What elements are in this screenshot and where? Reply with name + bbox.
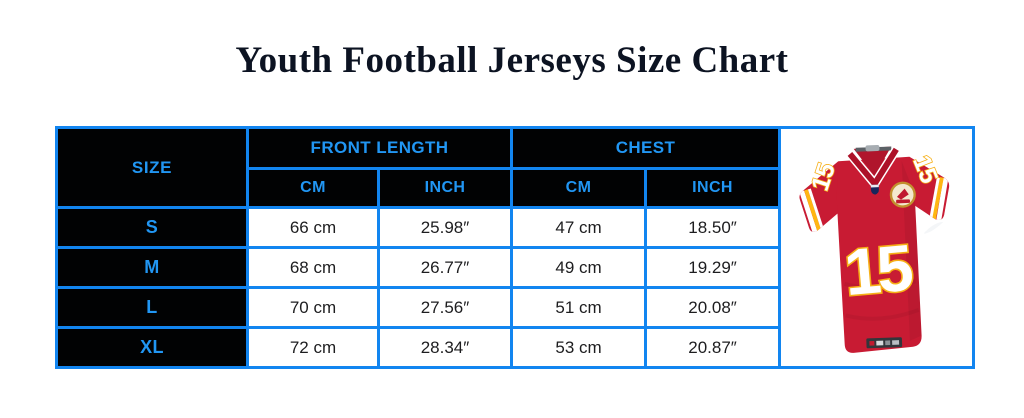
- chest-header: CHEST: [510, 126, 782, 170]
- size-label-m: M: [55, 246, 249, 289]
- collar-band: [847, 147, 899, 189]
- right-sleeve-stripes: [928, 176, 948, 221]
- m-chest-cm: 49 cm: [510, 246, 648, 289]
- hanger-loop: [865, 144, 879, 151]
- front-length-cm-header: CM: [246, 167, 380, 209]
- l-front-cm: 70 cm: [246, 286, 380, 329]
- xl-front-cm: 72 cm: [246, 326, 380, 369]
- size-label-s: S: [55, 206, 249, 249]
- s-front-cm: 66 cm: [246, 206, 380, 249]
- page-title: Youth Football Jerseys Size Chart: [235, 40, 789, 81]
- m-front-cm: 68 cm: [246, 246, 380, 289]
- table-row-xl: XL 72 cm 28.34″ 53 cm 20.87″: [55, 326, 974, 369]
- jock-tag: [865, 336, 902, 348]
- size-label-xl: XL: [55, 326, 249, 369]
- m-chest-inch: 19.29″: [644, 246, 782, 289]
- front-length-inch-header: INCH: [376, 167, 514, 209]
- l-front-inch: 27.56″: [376, 286, 514, 329]
- xl-chest-cm: 53 cm: [510, 326, 648, 369]
- jersey-image-cell: 15 15 15: [778, 126, 976, 369]
- jersey-image: 15 15 15: [798, 144, 949, 353]
- header-row-units: CM INCH CM INCH: [57, 167, 974, 209]
- team-patch-icon: [889, 181, 916, 208]
- chest-inch-header: INCH: [644, 167, 782, 209]
- s-chest-inch: 18.50″: [644, 206, 782, 249]
- l-chest-cm: 51 cm: [510, 286, 648, 329]
- left-sleeve-stripes: [798, 187, 825, 232]
- s-front-inch: 25.98″: [376, 206, 514, 249]
- table-row-s: S 66 cm 25.98″ 47 cm 18.50″: [55, 206, 974, 249]
- jersey-body: 15 15 15: [798, 144, 949, 353]
- xl-chest-inch: 20.87″: [644, 326, 782, 369]
- size-chart-table: SIZE FRONT LENGTH CHEST: [55, 126, 976, 369]
- fold-line: [843, 278, 916, 290]
- m-front-inch: 26.77″: [376, 246, 514, 289]
- size-column-header: SIZE: [55, 126, 249, 209]
- table-row-l: L 70 cm 27.56″ 51 cm 20.08″: [55, 286, 974, 329]
- s-chest-cm: 47 cm: [510, 206, 648, 249]
- nike-swoosh-icon: [923, 221, 943, 234]
- front-length-header: FRONT LENGTH: [245, 126, 514, 170]
- nfl-shield-icon: [870, 184, 879, 195]
- size-label-l: L: [55, 286, 249, 329]
- l-chest-inch: 20.08″: [644, 286, 782, 329]
- table-row-m: M 68 cm 26.77″ 49 cm 19.29″: [55, 246, 974, 289]
- chest-cm-header: CM: [510, 167, 648, 209]
- chest-number: 15: [841, 230, 914, 309]
- collar-opening: [853, 146, 891, 176]
- xl-front-inch: 28.34″: [376, 326, 514, 369]
- header-row-groups: SIZE FRONT LENGTH CHEST: [55, 126, 976, 369]
- fold-line: [844, 307, 919, 321]
